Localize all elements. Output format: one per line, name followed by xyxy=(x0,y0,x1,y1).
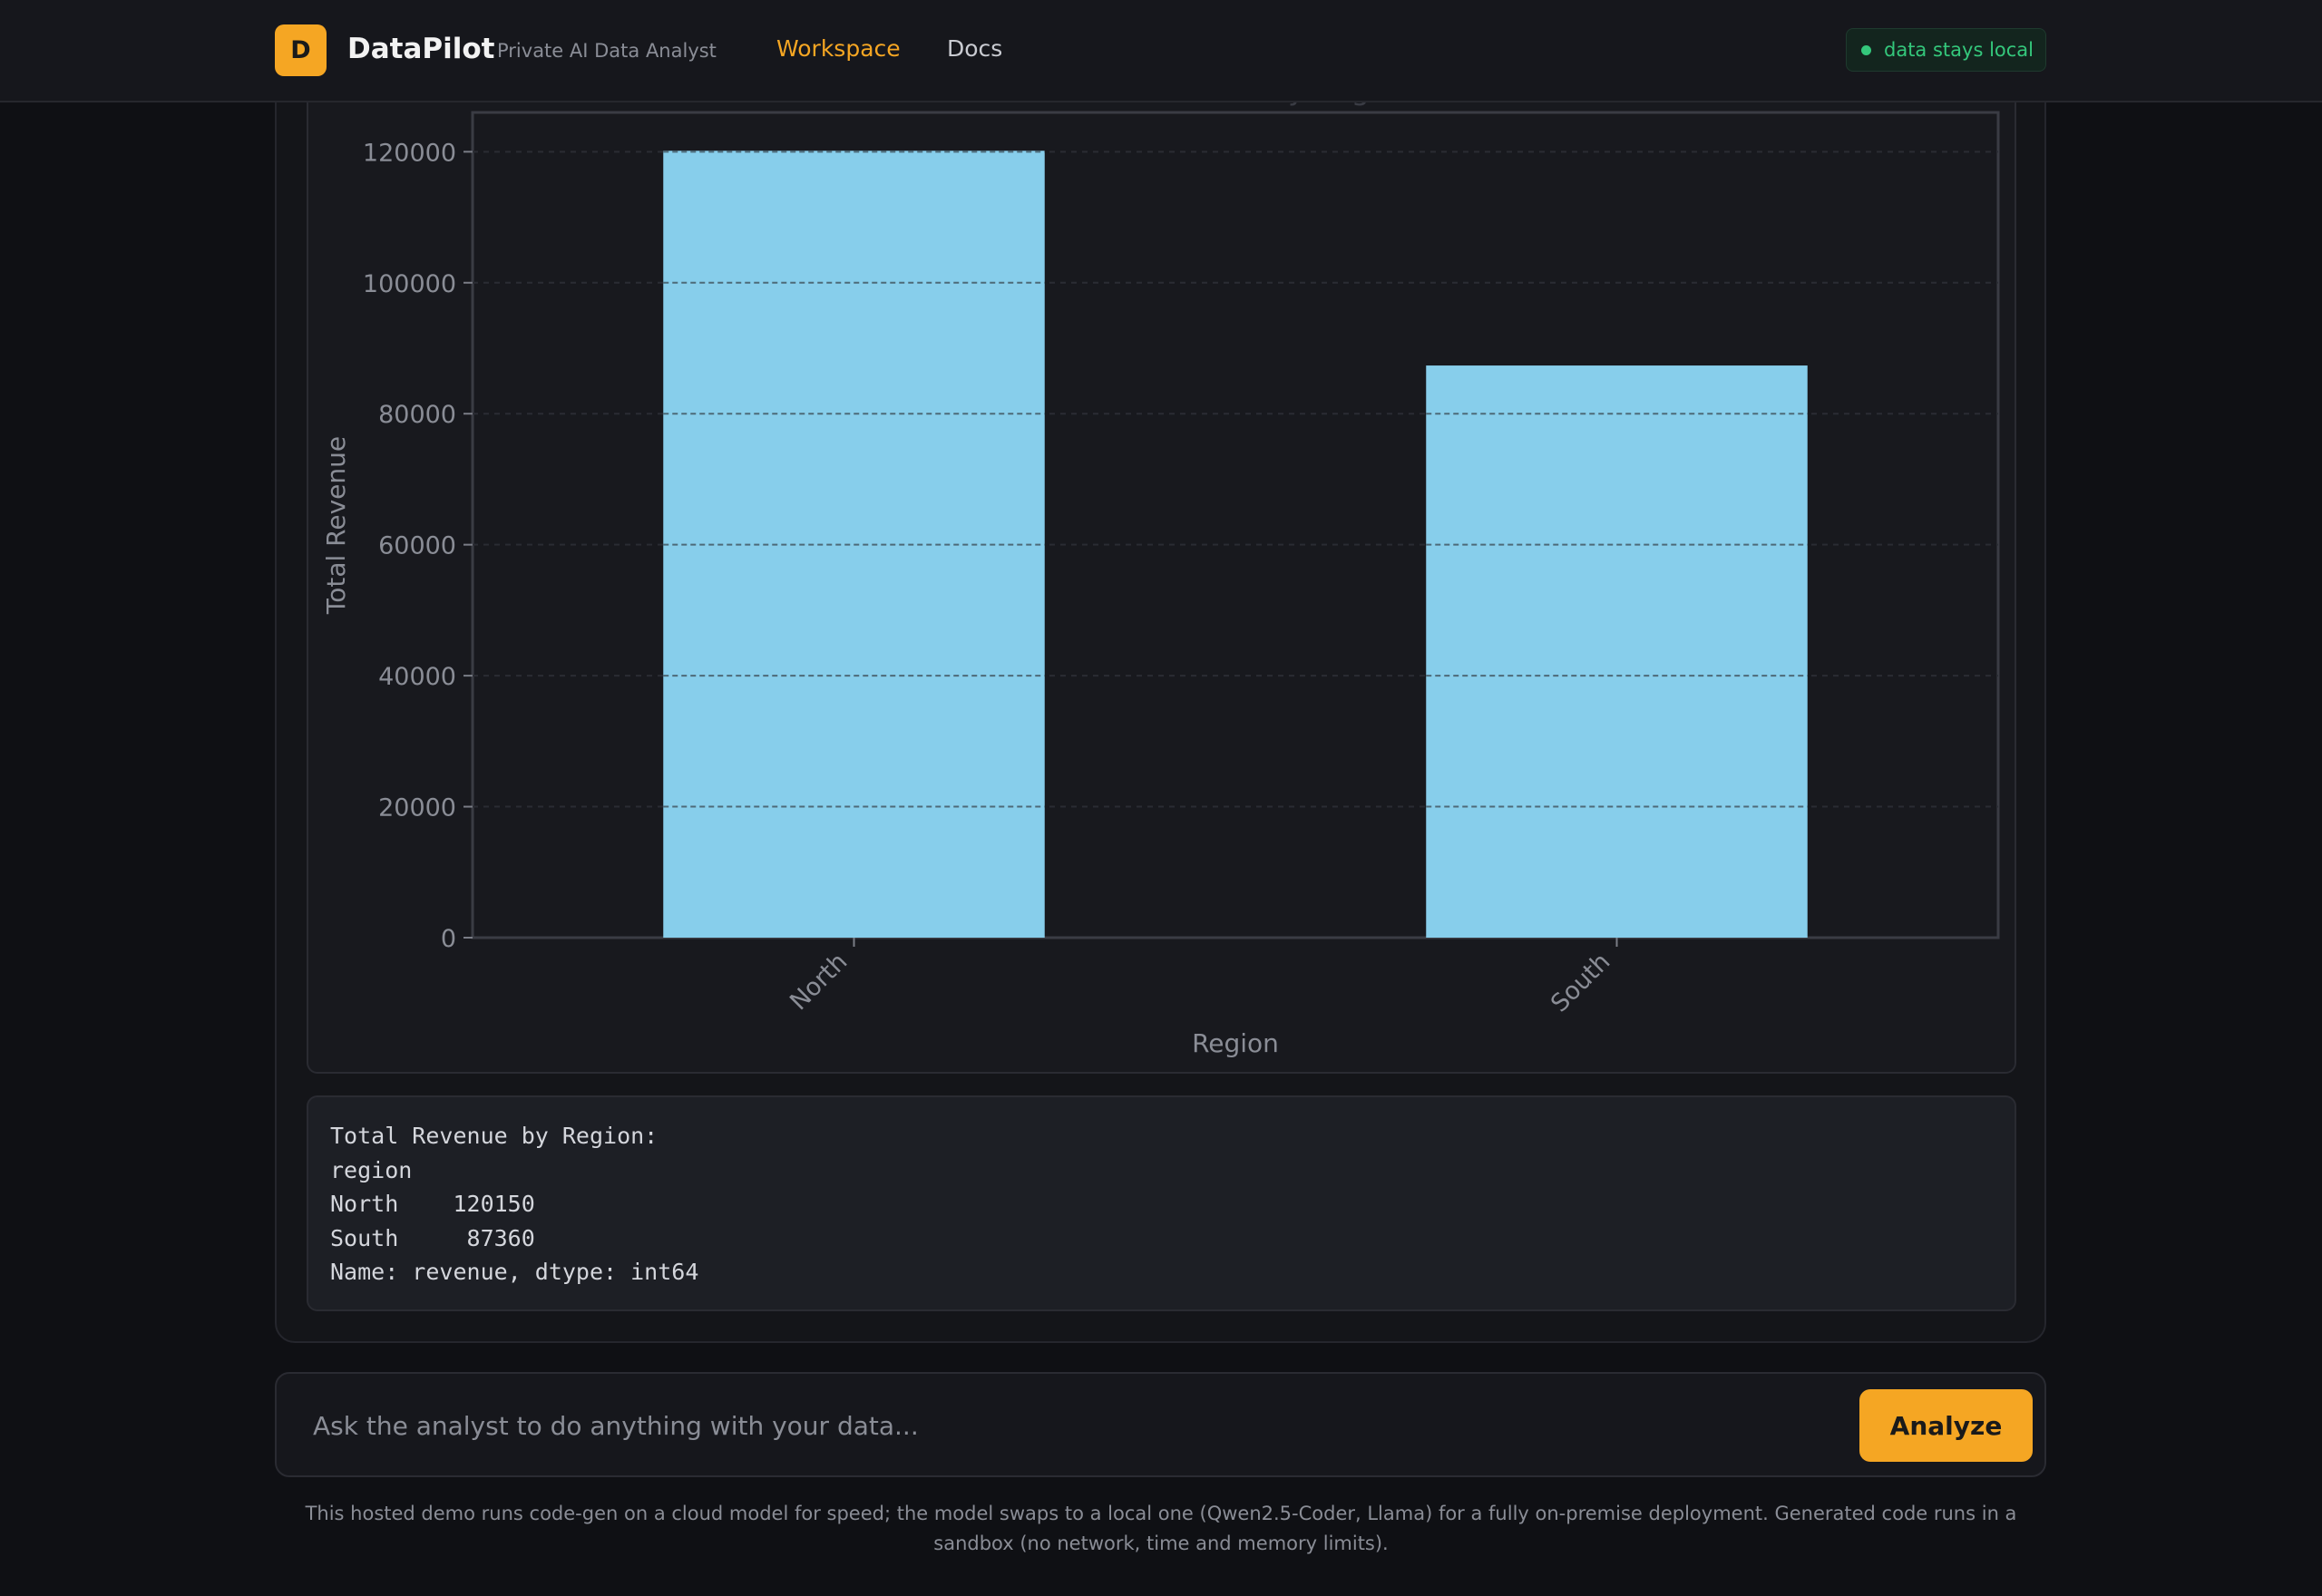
x-axis-label: Region xyxy=(1192,1028,1279,1058)
chart-panel: Total Revenue by Region02000040000600008… xyxy=(307,54,2016,1074)
output-line: South 87360 xyxy=(330,1224,535,1251)
logo: D xyxy=(275,24,327,76)
x-tick-label: North xyxy=(785,948,853,1016)
y-axis-label: Total Revenue xyxy=(321,436,351,615)
y-tick-label: 120000 xyxy=(363,139,456,167)
y-tick-label: 80000 xyxy=(378,401,456,429)
local-data-badge-label: data stays local xyxy=(1884,39,2034,61)
footnote: This hosted demo runs code-gen on a clou… xyxy=(305,1503,2017,1554)
brand-tagline: Private AI Data Analyst xyxy=(497,40,717,62)
y-tick-label: 100000 xyxy=(363,270,456,298)
prompt-bar: Analyze xyxy=(275,1372,2046,1477)
y-tick-label: 60000 xyxy=(378,532,456,560)
prompt-input[interactable] xyxy=(313,1401,1800,1450)
code-output-panel: Total Revenue by Region: region North 12… xyxy=(307,1095,2016,1311)
app-header: D DataPilot Private AI Data Analyst Work… xyxy=(0,0,2322,102)
output-line: Name: revenue, dtype: int64 xyxy=(330,1259,699,1285)
y-tick-label: 40000 xyxy=(378,663,456,691)
bar-south xyxy=(1426,365,1808,939)
output-line: Total Revenue by Region: xyxy=(330,1123,659,1149)
brand-name: DataPilot xyxy=(347,33,495,65)
analyze-button[interactable]: Analyze xyxy=(1859,1389,2033,1462)
nav-workspace[interactable]: Workspace xyxy=(776,35,901,62)
local-data-badge: data stays local xyxy=(1846,28,2046,72)
output-line: region xyxy=(330,1156,413,1183)
plot-frame xyxy=(471,111,2000,939)
revenue-bar-chart: Total Revenue by Region02000040000600008… xyxy=(321,73,2000,1058)
output-line: North 120150 xyxy=(330,1191,535,1217)
x-tick-label: South xyxy=(1546,948,1615,1017)
y-tick-label: 0 xyxy=(441,925,456,953)
y-tick-label: 20000 xyxy=(378,794,456,822)
nav-docs[interactable]: Docs xyxy=(947,35,1003,62)
status-dot-icon xyxy=(1861,44,1871,55)
